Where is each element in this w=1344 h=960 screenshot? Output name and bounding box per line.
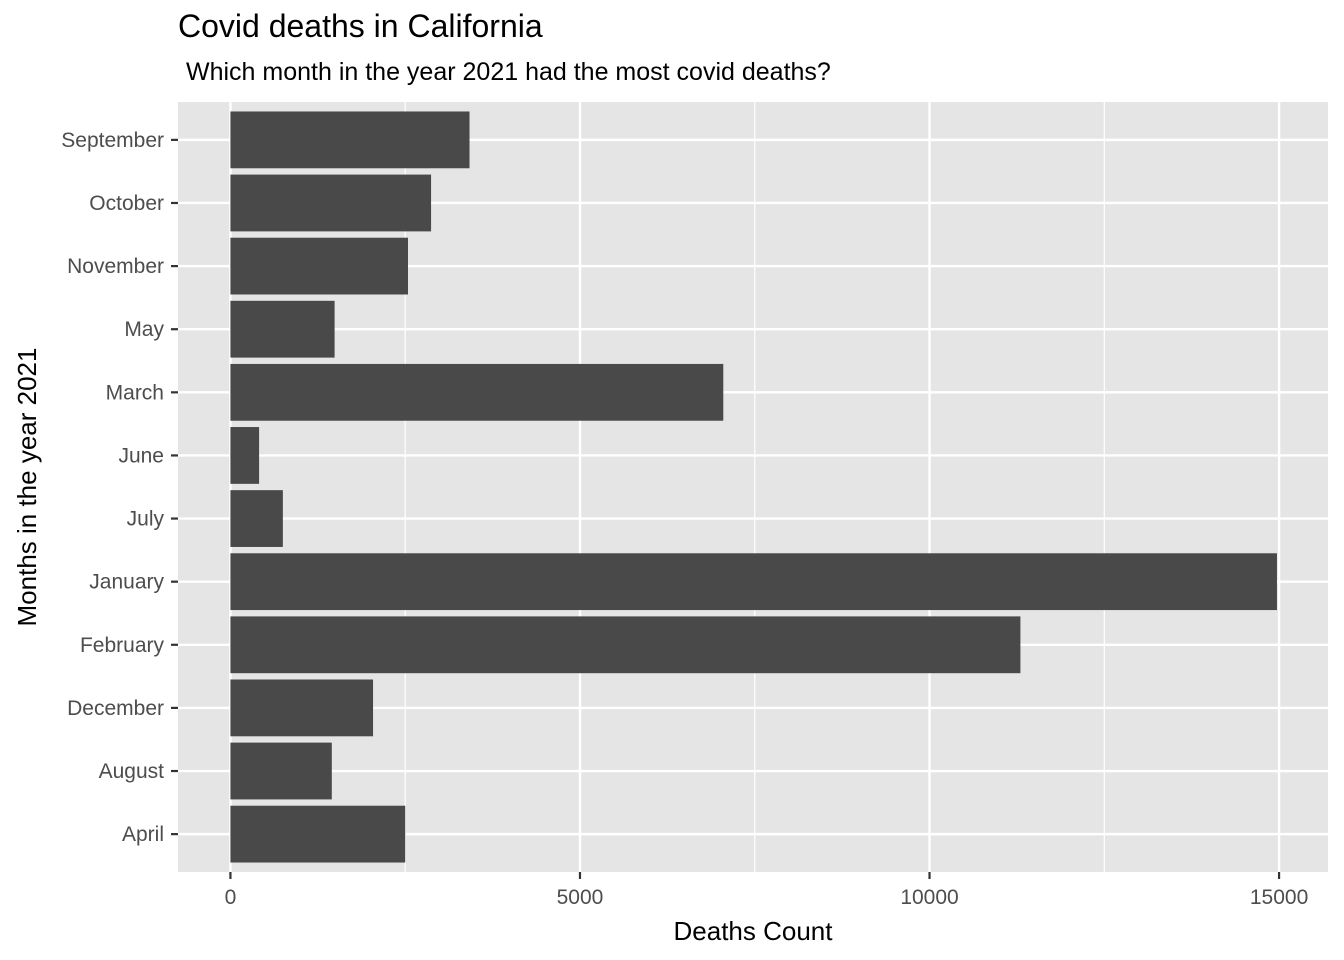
bar-august xyxy=(230,742,332,800)
y-axis: April August December February January July Ju… xyxy=(61,129,178,846)
x-tick-label: 10000 xyxy=(900,886,958,909)
y-tick-label: December xyxy=(67,697,164,720)
x-tick-label: 0 xyxy=(225,886,237,909)
y-tick-label: January xyxy=(89,571,164,594)
y-tick-label: May xyxy=(124,318,164,341)
bar-february xyxy=(230,616,1021,674)
y-tick-label: April xyxy=(122,823,164,846)
y-tick-label: September xyxy=(61,129,164,152)
y-tick-label: July xyxy=(127,508,165,531)
bar-december xyxy=(230,679,374,737)
bar-july xyxy=(230,490,283,547)
y-tick-label: February xyxy=(80,634,165,657)
chart-subtitle: Which month in the year 2021 had the mos… xyxy=(186,58,831,86)
bar-january xyxy=(230,553,1277,611)
bar-may xyxy=(230,300,335,358)
y-axis-title: Months in the year 2021 xyxy=(12,348,42,627)
bar-september xyxy=(230,111,470,169)
y-tick-label: June xyxy=(118,444,164,467)
bar-october xyxy=(230,174,432,232)
x-axis-title: Deaths Count xyxy=(674,916,834,946)
bar-march xyxy=(230,363,724,421)
y-tick-label: March xyxy=(106,381,164,404)
bar-november xyxy=(230,237,408,295)
y-tick-label: November xyxy=(67,255,164,278)
x-tick-label: 15000 xyxy=(1250,886,1308,909)
y-tick-label: October xyxy=(89,192,164,215)
x-axis: 0 5000 10000 15000 xyxy=(225,872,1308,909)
y-tick-label: August xyxy=(99,760,165,783)
bars xyxy=(230,111,1277,863)
x-tick-label: 5000 xyxy=(557,886,604,909)
chart-title: Covid deaths in California xyxy=(178,8,543,44)
bar-june xyxy=(230,427,260,484)
bar-april xyxy=(230,805,406,863)
